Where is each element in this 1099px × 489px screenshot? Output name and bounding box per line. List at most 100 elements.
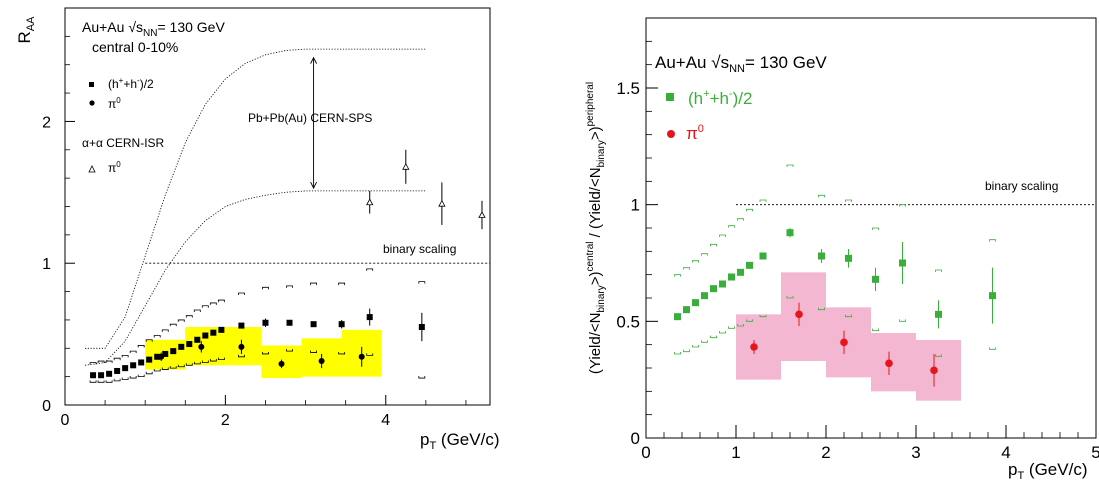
left-hadron-bracket-lower-2 bbox=[105, 380, 113, 383]
right-hadron-bracket-lower-11 bbox=[818, 307, 825, 311]
left-hadron-point-12 bbox=[186, 341, 193, 348]
left-hadron-bracket-lower-8 bbox=[153, 368, 161, 372]
left-legend-isr-label: α+α CERN-ISR bbox=[82, 136, 165, 150]
left-sps-lower-curve bbox=[84, 190, 426, 366]
left-hadron-bracket-lower-9 bbox=[161, 367, 169, 370]
left-legend-isr-marker bbox=[88, 165, 96, 173]
left-legend-pi0-label: π0 bbox=[108, 96, 121, 111]
left-pi0-point-4 bbox=[318, 358, 325, 365]
left-hadron-point-18 bbox=[262, 319, 269, 326]
left-y-tick-label-1: 1 bbox=[42, 256, 51, 273]
right-hadron-bracket-lower-12 bbox=[845, 314, 852, 318]
right-chart: 0 1 2 3 4 5 0 0.5 1 1.5 (Yield/<Nbinary>)central … bbox=[585, 17, 1099, 482]
left-legend-isr-pi0-label: π0 bbox=[108, 160, 121, 175]
right-hadron-bracket-upper-11 bbox=[818, 194, 825, 198]
left-hadron-bracket-upper-1 bbox=[97, 360, 105, 364]
left-hadron-point-19 bbox=[286, 319, 293, 326]
right-hadron-bracket-upper-12 bbox=[845, 199, 852, 202]
right-hadron-bracket-upper-9 bbox=[759, 199, 767, 202]
right-axes: 0 1 2 3 4 5 0 0.5 1 1.5 bbox=[616, 40, 1099, 462]
left-pi0-point-0 bbox=[158, 353, 165, 360]
left-hadron-bracket-lower-7 bbox=[145, 371, 153, 375]
left-sps-curves bbox=[84, 48, 490, 366]
left-hadron-bracket-lower-16 bbox=[217, 357, 225, 361]
left-sps-upper-curve bbox=[85, 48, 426, 349]
right-hadron-bracket-upper-7 bbox=[737, 218, 744, 221]
right-hadron-systematic-brackets bbox=[674, 164, 996, 357]
left-hadron-bracket-upper-11 bbox=[177, 319, 185, 322]
right-y-tick-label-1: 0.5 bbox=[616, 312, 640, 331]
right-hadron-point-8 bbox=[746, 261, 753, 269]
left-hadron-bracket-lower-4 bbox=[121, 377, 129, 380]
right-x-tick-label-1: 1 bbox=[731, 443, 740, 462]
right-hadron-point-12 bbox=[845, 254, 852, 262]
left-x-tick-label-1: 2 bbox=[221, 412, 230, 429]
left-legend-centrality: central 0-10% bbox=[92, 39, 178, 55]
left-hadron-bracket-lower-6 bbox=[137, 374, 145, 378]
left-hadron-point-3 bbox=[114, 367, 121, 374]
left-axes: 0 2 4 0 1 2 bbox=[42, 35, 467, 429]
left-hadron-bracket-upper-16 bbox=[217, 299, 225, 303]
right-hadron-point-14 bbox=[899, 259, 906, 267]
left-hadron-bracket-lower-14 bbox=[201, 360, 209, 363]
right-hadron-point-2 bbox=[692, 299, 699, 307]
left-hadron-bracket-lower-12 bbox=[185, 363, 193, 366]
right-y-axis-label: (Yield/<Nbinary>)central / (Yield/<Nbina… bbox=[585, 82, 607, 374]
left-hadron-bracket-lower-1 bbox=[97, 380, 105, 383]
left-pi0-point-5 bbox=[358, 353, 365, 360]
left-hadron-bracket-lower-17 bbox=[238, 354, 245, 358]
right-hadron-bracket-lower-5 bbox=[719, 331, 726, 334]
left-hadron-bracket-upper-4 bbox=[121, 354, 129, 358]
left-hadron-point-16 bbox=[218, 326, 225, 333]
left-hadron-bracket-upper-5 bbox=[129, 350, 137, 354]
right-hadron-bracket-lower-8 bbox=[746, 319, 753, 322]
right-hadron-bracket-upper-6 bbox=[728, 225, 735, 228]
left-legend-pi0-marker bbox=[89, 100, 95, 106]
left-binary-scaling-annotation: binary scaling bbox=[383, 242, 456, 256]
left-hadron-bracket-upper-17 bbox=[238, 292, 245, 295]
right-hadron-point-9 bbox=[759, 252, 767, 260]
right-hadron-bracket-upper-1 bbox=[683, 267, 690, 270]
right-hadron-bracket-upper-8 bbox=[746, 208, 753, 212]
left-hadron-bracket-upper-20 bbox=[310, 282, 317, 286]
left-sps-annotation: Pb+Pb(Au) CERN-SPS bbox=[248, 111, 372, 125]
left-hadron-bracket-upper-6 bbox=[137, 345, 145, 348]
right-legend-hadron-label: (h++h-)/2 bbox=[688, 88, 752, 108]
left-hadron-bracket-upper-0 bbox=[89, 362, 97, 365]
left-hadron-systematic-brackets bbox=[89, 268, 426, 383]
right-hadron-bracket-upper-0 bbox=[674, 274, 681, 277]
left-hadron-bracket-upper-8 bbox=[153, 335, 161, 338]
left-legend-hadron-marker bbox=[89, 82, 94, 87]
right-hadron-bracket-upper-3 bbox=[701, 253, 708, 256]
left-x-tick-label-2: 4 bbox=[381, 412, 390, 429]
right-hadron-bracket-lower-15 bbox=[935, 354, 942, 357]
right-binary-scaling-annotation: binary scaling bbox=[985, 179, 1058, 193]
right-x-axis-label: pT (GeV/c) bbox=[1008, 460, 1088, 482]
left-hadron-point-10 bbox=[170, 348, 177, 355]
right-hadron-point-10 bbox=[786, 229, 794, 237]
right-hadron-bracket-upper-13 bbox=[872, 227, 879, 230]
left-hadron-bracket-upper-15 bbox=[209, 302, 217, 305]
right-y-tick-label-0: 0 bbox=[631, 429, 640, 448]
left-hadron-point-14 bbox=[202, 332, 209, 339]
left-hadron-point-8 bbox=[154, 353, 161, 360]
left-y-tick-label-2: 2 bbox=[42, 114, 51, 131]
left-hadron-point-22 bbox=[366, 314, 373, 321]
left-hadron-point-1 bbox=[98, 372, 105, 379]
right-pi0-box-4 bbox=[916, 340, 961, 401]
left-isr-point-0 bbox=[366, 198, 374, 206]
left-hadron-point-11 bbox=[178, 343, 185, 350]
left-legend-hadron-label: (h++h-)/2 bbox=[108, 76, 154, 91]
right-hadron-point-5 bbox=[719, 280, 726, 288]
right-x-tick-label-0: 0 bbox=[641, 443, 650, 462]
right-pi0-box-1 bbox=[781, 272, 826, 361]
right-pi0-systematic-boxes bbox=[736, 272, 961, 401]
right-hadron-point-13 bbox=[872, 275, 879, 283]
right-pi0-box-2 bbox=[826, 307, 871, 378]
right-pi0-point-4 bbox=[930, 366, 938, 375]
left-pi0-point-1 bbox=[198, 343, 205, 350]
right-hadron-bracket-lower-7 bbox=[737, 324, 744, 327]
right-hadron-bracket-upper-10 bbox=[786, 164, 794, 167]
left-hadron-bracket-upper-19 bbox=[286, 285, 293, 288]
right-hadron-bracket-lower-2 bbox=[692, 345, 699, 348]
